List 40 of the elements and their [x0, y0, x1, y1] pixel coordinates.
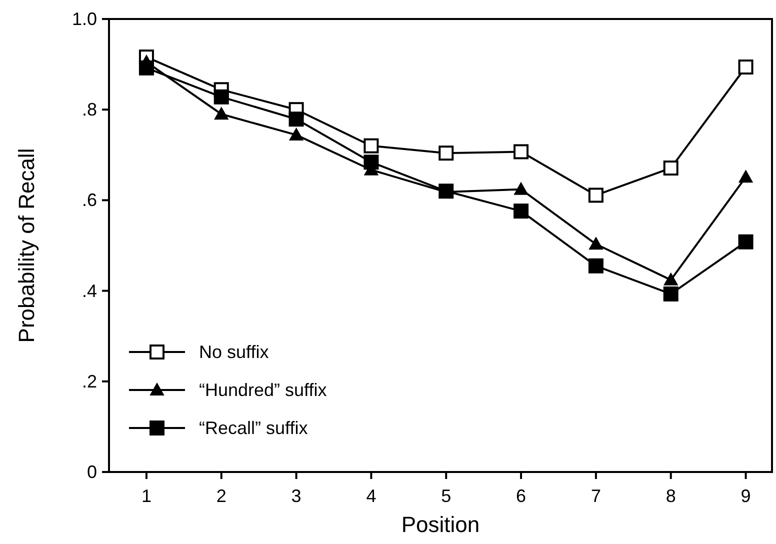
point	[514, 182, 528, 195]
legend-label: “Recall” suffix	[199, 418, 308, 438]
y-tick-label: .6	[82, 190, 97, 210]
point	[663, 286, 678, 302]
x-tick-label: 3	[291, 486, 302, 506]
y-axis-title: Probability of Recall	[14, 148, 39, 343]
legend-label: No suffix	[199, 342, 269, 362]
y-tick-label: 0	[86, 462, 97, 482]
point	[514, 144, 529, 160]
y-tick-label: .4	[82, 280, 97, 301]
x-tick-label: 9	[740, 486, 751, 506]
point	[364, 138, 379, 154]
point	[588, 188, 604, 203]
point	[438, 146, 454, 161]
x-axis-title: Position	[401, 512, 480, 537]
x-tick-label: 8	[666, 486, 676, 506]
point	[288, 112, 304, 127]
point	[214, 89, 229, 104]
y-tick-label: 1.0	[72, 9, 97, 29]
point	[738, 234, 754, 250]
point	[138, 60, 154, 76]
x-tick-label: 5	[441, 486, 452, 506]
x-tick-label: 6	[516, 486, 526, 506]
point	[663, 160, 678, 176]
point	[364, 154, 379, 170]
point	[588, 237, 603, 250]
point	[289, 128, 304, 140]
point	[738, 60, 754, 75]
y-tick-label: .2	[82, 371, 97, 392]
point	[514, 204, 529, 219]
x-tick-label: 7	[590, 486, 601, 506]
x-tick-label: 1	[141, 486, 152, 506]
point	[738, 170, 753, 183]
point	[588, 258, 604, 274]
x-tick-label: 2	[216, 486, 226, 506]
x-tick-label: 4	[366, 486, 376, 506]
point	[214, 107, 228, 120]
point	[664, 272, 678, 286]
legend-label: “Hundred” suffix	[199, 380, 327, 400]
y-tick-label: .8	[82, 100, 97, 120]
